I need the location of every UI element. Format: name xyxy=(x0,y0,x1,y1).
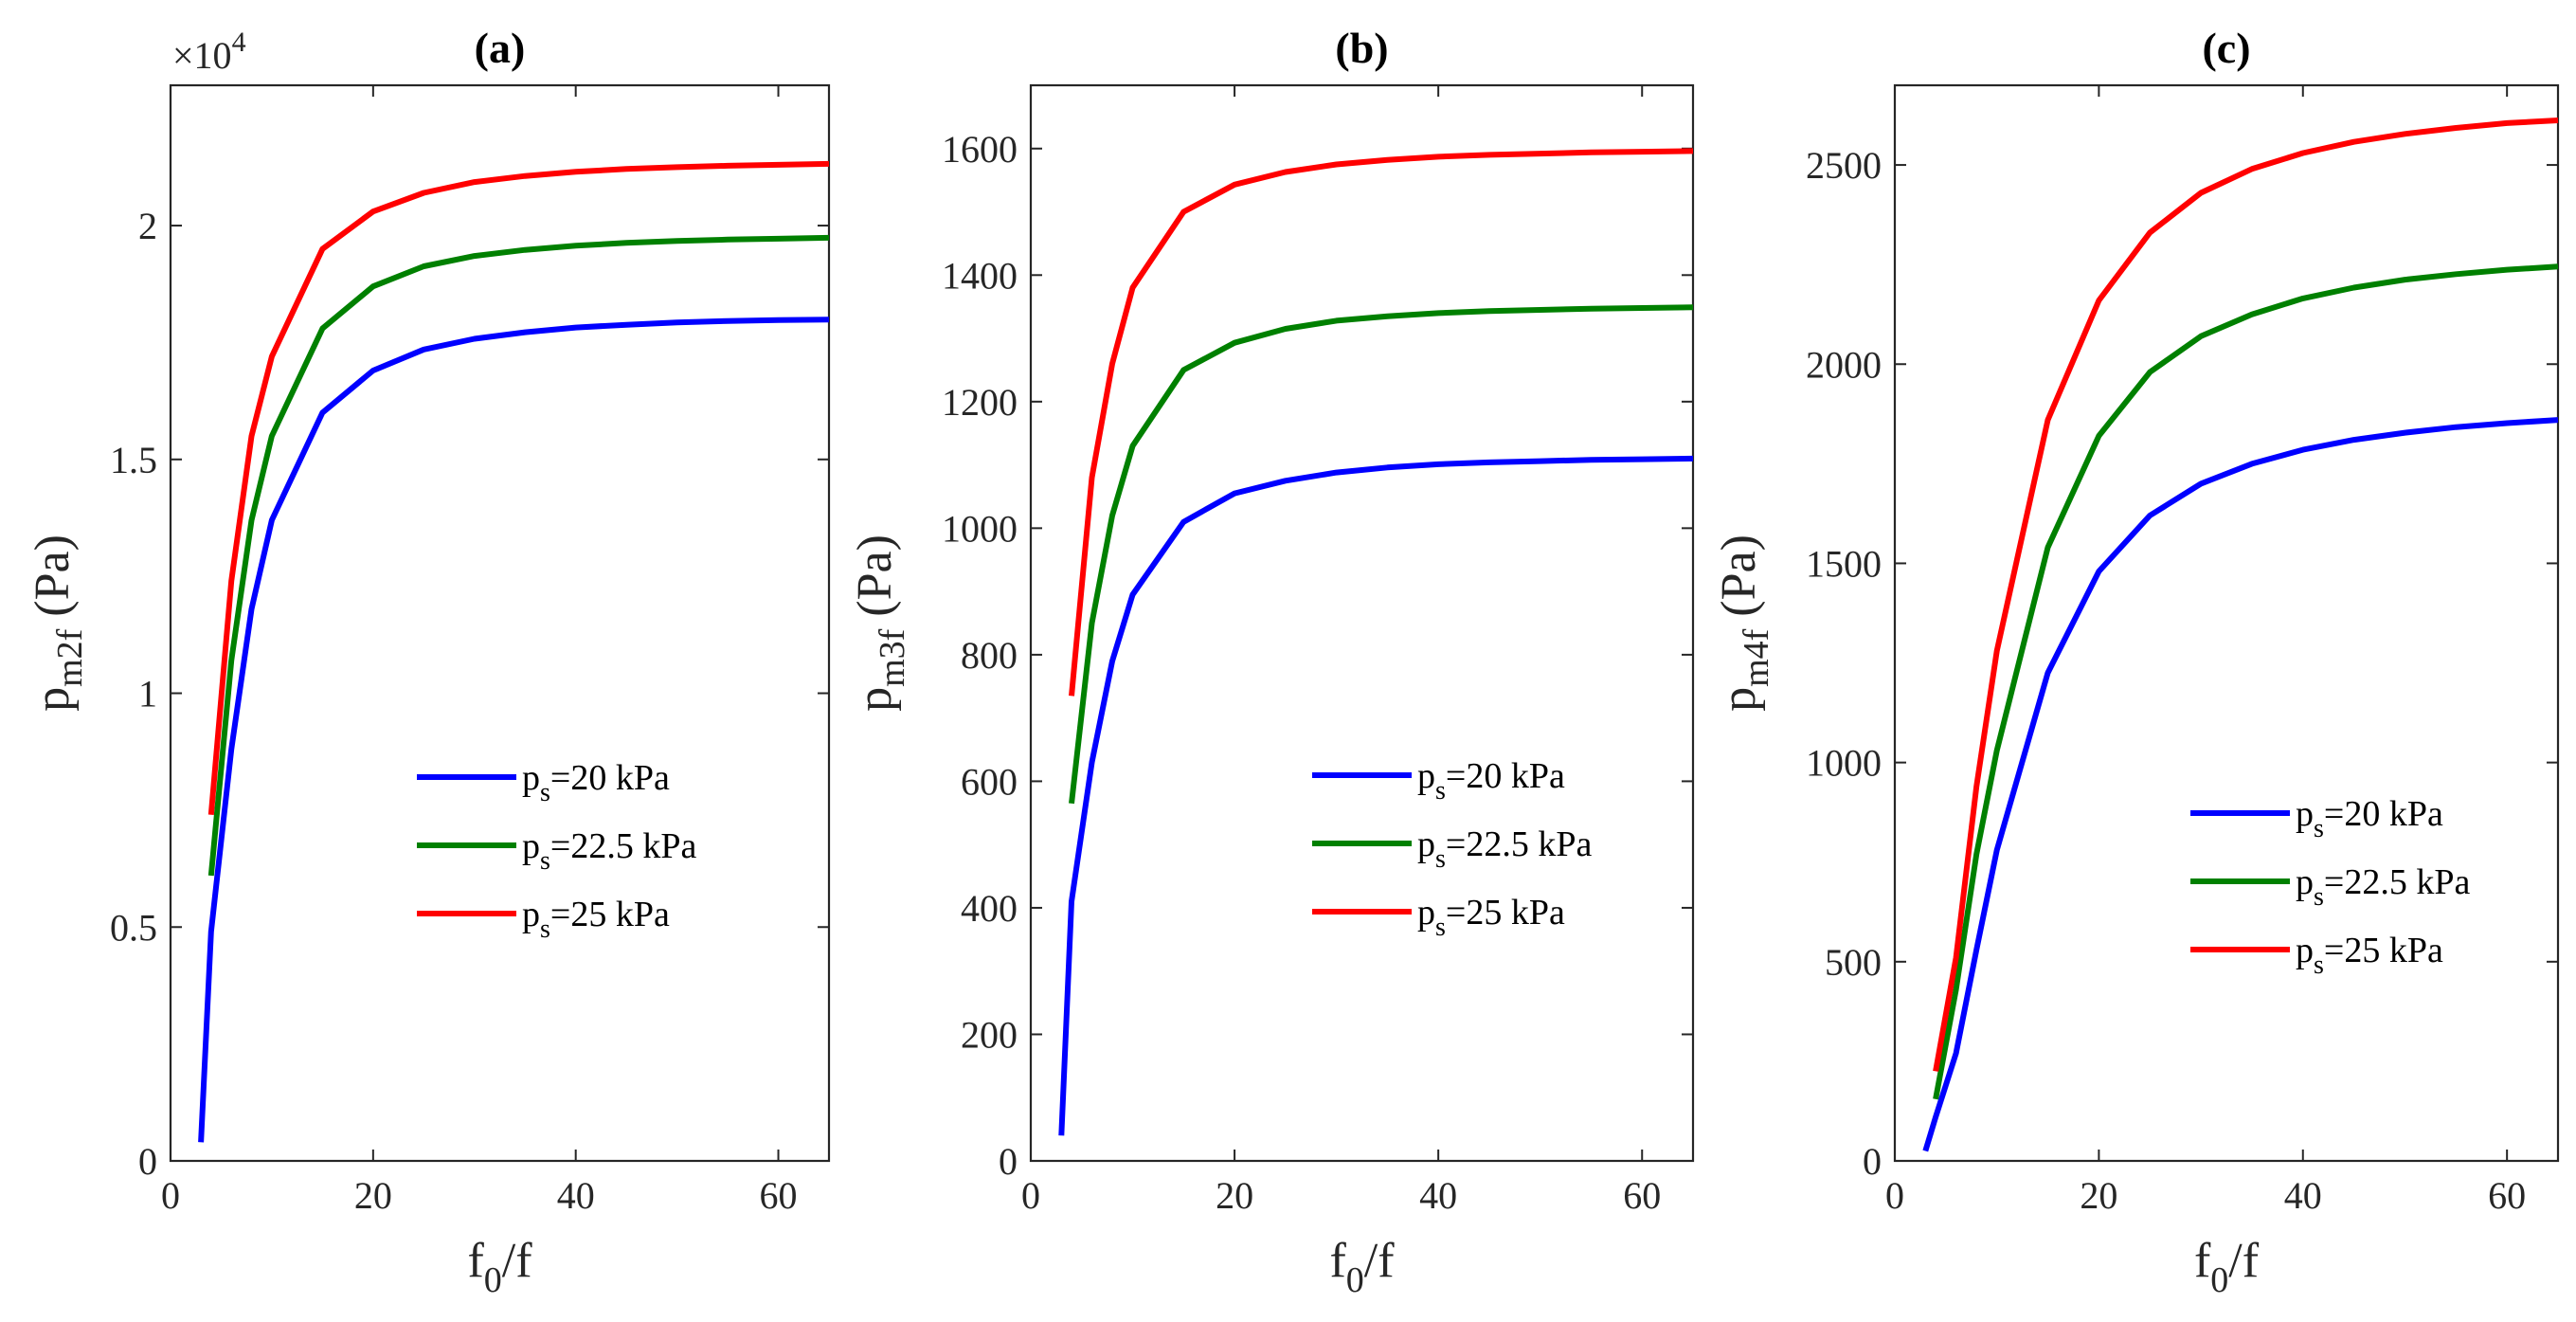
axis-multiplier: ×104 xyxy=(172,27,246,77)
legend-label: ps=25 kPa xyxy=(2296,931,2443,980)
legend-label: ps=25 kPa xyxy=(522,895,670,944)
y-axis-label: pm4f (Pa) xyxy=(1712,534,1776,712)
panel-title: (a) xyxy=(475,24,526,72)
legend-label: ps=20 kPa xyxy=(522,758,670,807)
x-tick-label: 20 xyxy=(1216,1174,1253,1217)
y-tick-label: 0 xyxy=(1863,1140,1882,1183)
y-axis-label: pm2f (Pa) xyxy=(26,534,90,712)
y-tick-label: 1 xyxy=(138,673,157,715)
y-tick-label: 500 xyxy=(1825,941,1882,984)
legend-label: ps=22.5 kPa xyxy=(522,826,696,876)
chart-panel-b: 0 20 40 6002004006008001000120014001600(b)f… xyxy=(848,24,1695,1300)
legend: ps=20 kPa ps=22.5 kPa ps=25 kPa xyxy=(417,758,696,944)
series-line-3 xyxy=(1069,148,1694,697)
legend: ps=20 kPa ps=22.5 kPa ps=25 kPa xyxy=(1312,756,1592,942)
y-tick-label: 1000 xyxy=(942,507,1018,550)
legend-label: ps=20 kPa xyxy=(1417,756,1565,806)
x-axis-label: f0/f xyxy=(1329,1234,1395,1300)
axes-box xyxy=(169,83,831,1163)
x-tick-label: 60 xyxy=(2488,1174,2526,1217)
legend-label: ps=22.5 kPa xyxy=(1417,824,1592,874)
x-tick-label: 0 xyxy=(161,1174,180,1217)
y-tick-label: 1200 xyxy=(942,381,1018,424)
x-tick-label: 60 xyxy=(760,1174,798,1217)
axes-box xyxy=(1029,83,1695,1163)
x-tick-label: 20 xyxy=(2080,1174,2117,1217)
axes-box xyxy=(1893,83,2560,1163)
y-tick-label: 1400 xyxy=(942,254,1018,297)
series-line-1 xyxy=(1058,455,1694,1136)
series-line-2 xyxy=(1069,304,1694,805)
y-tick-label: 1500 xyxy=(1806,542,1882,585)
y-tick-label: 600 xyxy=(961,760,1018,803)
x-tick-label: 20 xyxy=(354,1174,392,1217)
y-tick-label: 2000 xyxy=(1806,343,1882,386)
chart-panel-c: 0 20 40 60 0 500 1000 1500 2000 2500 (c) f0/f pm4f (… xyxy=(1712,24,2560,1300)
legend-label: ps=20 kPa xyxy=(2296,794,2443,843)
series-line-2 xyxy=(207,234,830,877)
y-tick-label: 1000 xyxy=(1806,742,1882,785)
y-axis-label: pm3f (Pa) xyxy=(848,534,912,712)
y-tick-label: 200 xyxy=(961,1013,1018,1056)
y-tick-label: 1600 xyxy=(942,128,1018,171)
y-tick-label: 400 xyxy=(961,887,1018,930)
x-tick-label: 60 xyxy=(1623,1174,1661,1217)
x-axis-label: f0/f xyxy=(2194,1234,2260,1300)
legend-label: ps=22.5 kPa xyxy=(2296,862,2470,912)
y-tick-label: 1.5 xyxy=(110,439,157,481)
x-tick-label: 40 xyxy=(557,1174,595,1217)
x-axis-label: f0/f xyxy=(467,1234,532,1300)
panel-title: (c) xyxy=(2202,24,2250,72)
y-tick-label: 800 xyxy=(961,634,1018,677)
x-tick-label: 40 xyxy=(1419,1174,1457,1217)
x-tick-label: 40 xyxy=(2284,1174,2322,1217)
legend: ps=20 kPa ps=22.5 kPa ps=25 kPa xyxy=(2190,794,2470,980)
y-tick-label: 2 xyxy=(138,205,157,247)
y-tick-label: 0.5 xyxy=(110,906,157,949)
x-tick-label: 0 xyxy=(1885,1174,1904,1217)
series-line-3 xyxy=(207,160,830,816)
chart-panel-a: 0 20 40 60 0 0.5 1 1.5 2 ×104 (a) f0/f pm2f (Pa) ps=2… xyxy=(26,24,831,1300)
series-line-3 xyxy=(1933,118,2559,1072)
legend-label: ps=25 kPa xyxy=(1417,893,1565,942)
series-line-1 xyxy=(198,317,830,1143)
panel-title: (b) xyxy=(1335,24,1388,72)
y-tick-label: 0 xyxy=(999,1140,1018,1183)
y-tick-label: 0 xyxy=(138,1140,157,1183)
y-tick-label: 2500 xyxy=(1806,144,1882,187)
series-line-1 xyxy=(1922,417,2559,1152)
series-line-2 xyxy=(1933,263,2559,1100)
x-tick-label: 0 xyxy=(1021,1174,1040,1217)
